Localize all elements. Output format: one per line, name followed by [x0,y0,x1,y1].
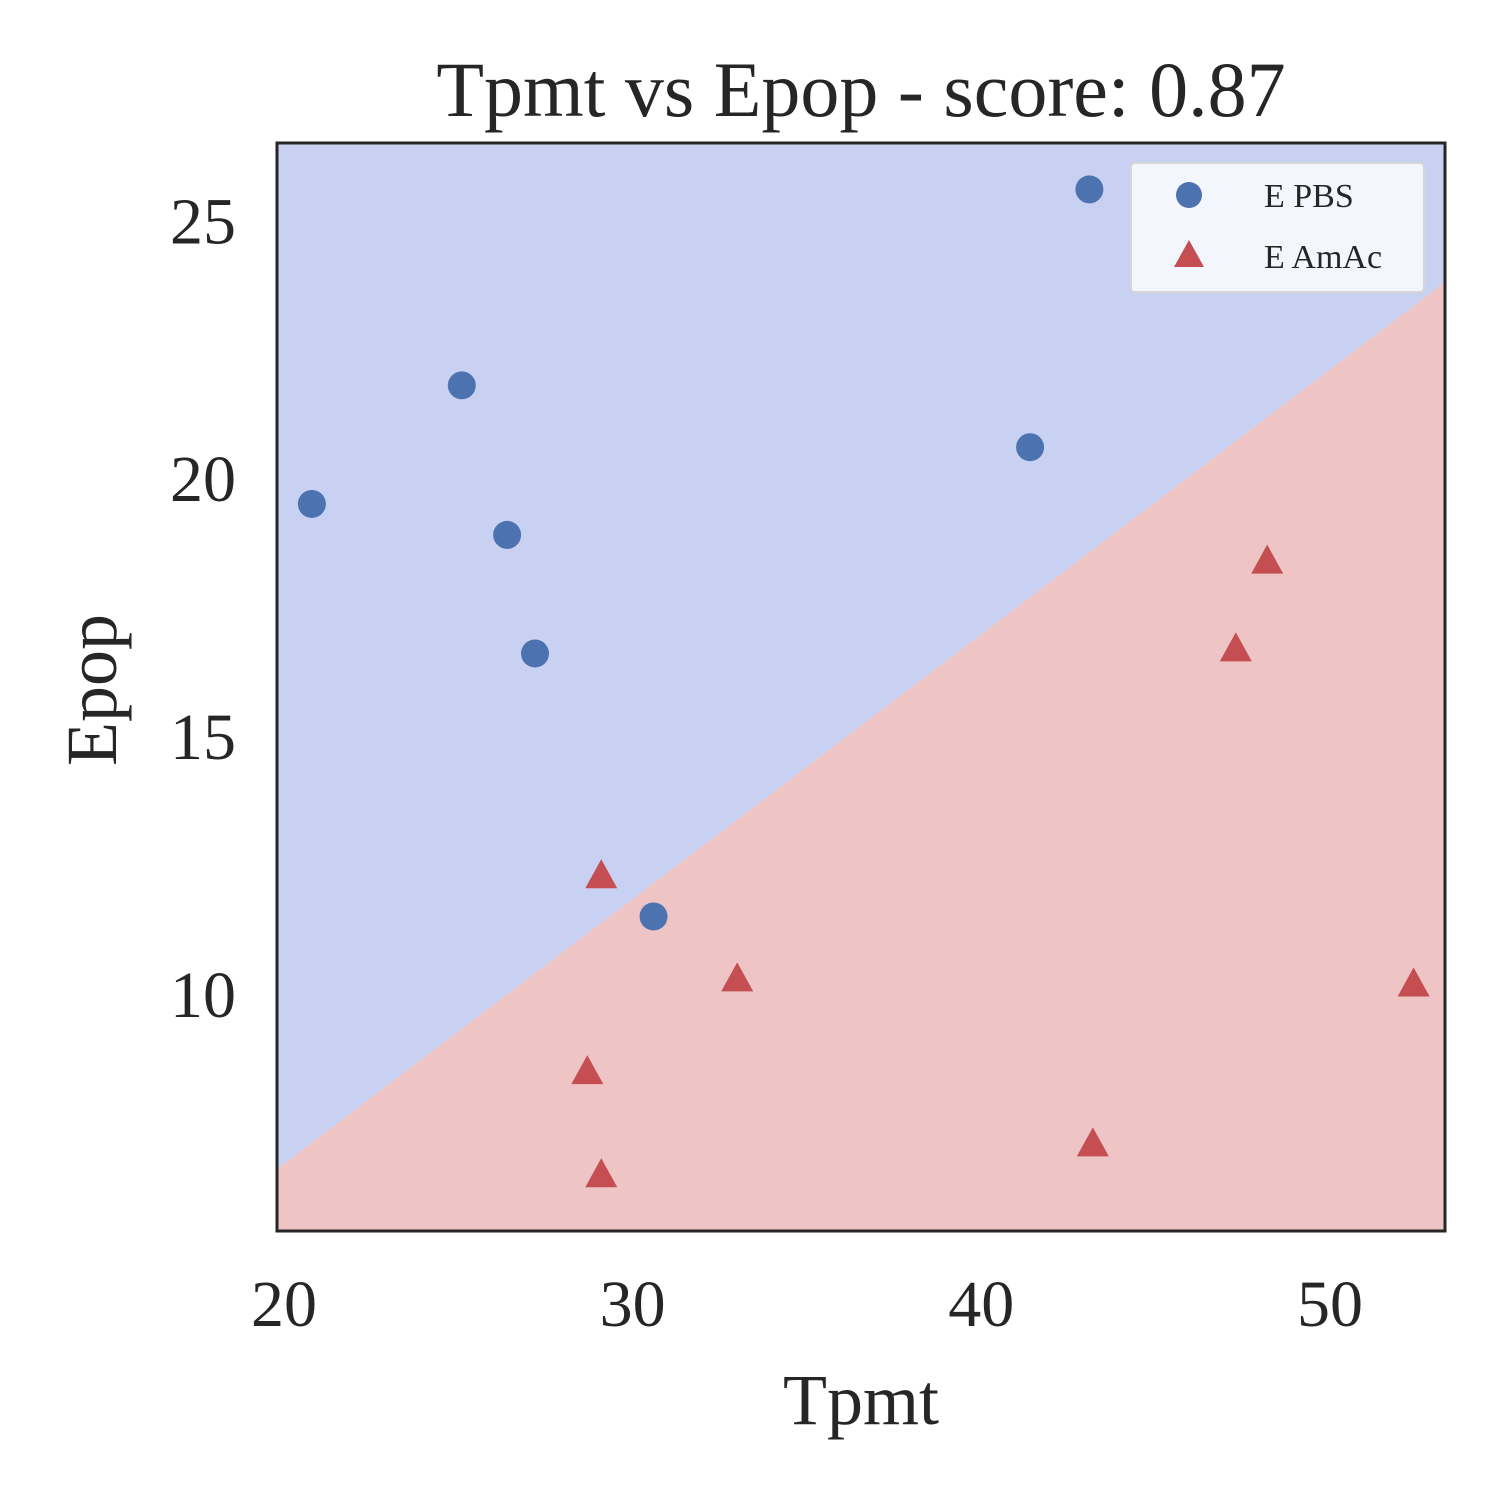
point-e-amac-3 [585,1158,618,1188]
point-e-amac-2 [571,1055,604,1085]
x-tick-label: 40 [948,1268,1014,1341]
region-e-amac [277,282,1445,1231]
x-tick-label: 30 [600,1268,666,1341]
plot-frame [275,141,1447,1233]
region-e-pbs [277,143,1445,1170]
y-tick-label: 15 [170,701,236,774]
x-axis-label: Tpmt [783,1360,939,1440]
point-e-amac-7 [1251,544,1284,574]
y-tick-label: 25 [170,185,236,258]
y-tick-label: 20 [170,443,236,516]
point-e-pbs-5 [639,902,668,931]
legend-marker-e-pbs [1176,182,1202,208]
point-e-amac-4 [721,962,754,992]
y-axis-ticks: 10 15 20 25 [170,185,236,1031]
legend: E PBS E AmAc [1130,162,1425,293]
point-e-pbs-4 [521,639,550,668]
chart-title: Tpmt vs Epop - score: 0.87 [436,46,1285,133]
point-e-pbs-3 [493,520,522,549]
data-points [297,175,1430,1188]
point-e-amac-5 [1076,1127,1109,1157]
point-e-amac-1 [585,859,618,889]
legend-box [1130,162,1425,293]
x-tick-label: 20 [251,1268,317,1341]
point-e-pbs-1 [297,489,326,518]
point-e-amac-6 [1219,632,1252,662]
point-e-amac-8 [1397,967,1430,997]
point-e-pbs-7 [1075,175,1104,204]
point-e-pbs-6 [1016,433,1045,462]
legend-label-e-pbs: E PBS [1264,178,1354,215]
x-tick-label: 50 [1297,1268,1363,1341]
point-e-pbs-2 [447,371,476,400]
legend-marker-e-amac [1174,240,1204,267]
legend-label-e-amac: E AmAc [1264,239,1382,276]
y-axis-label: Epop [52,614,132,766]
y-tick-label: 10 [170,959,236,1032]
x-axis-ticks: 20 30 40 50 [251,1268,1363,1341]
